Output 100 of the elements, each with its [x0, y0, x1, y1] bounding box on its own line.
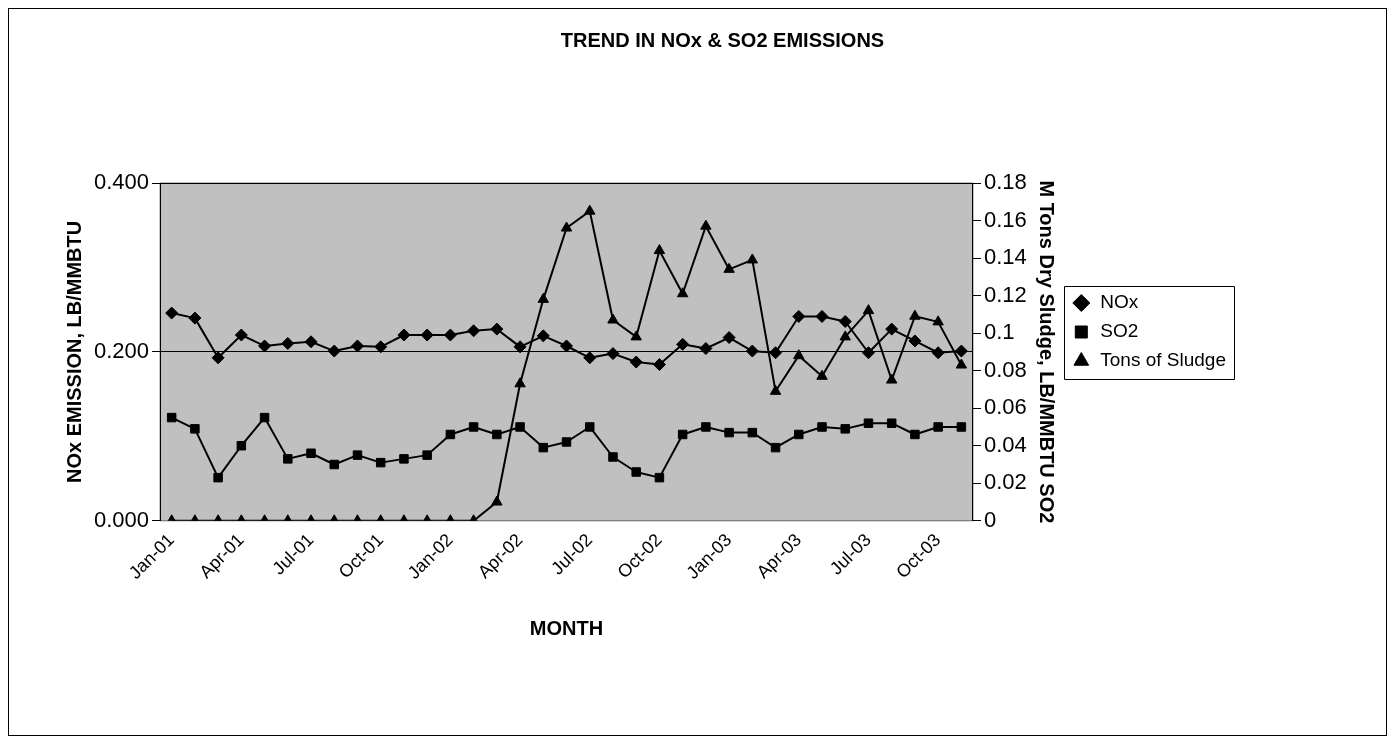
point — [234, 328, 248, 342]
point — [839, 330, 851, 341]
point — [956, 422, 967, 432]
y2-tick-label: 0.14 — [983, 244, 1027, 270]
point — [399, 454, 409, 464]
y2-tick-label: 0.12 — [983, 281, 1027, 307]
point — [560, 221, 573, 232]
point — [631, 467, 641, 477]
point — [886, 418, 897, 428]
point — [863, 418, 874, 428]
point — [793, 349, 805, 360]
point — [281, 336, 295, 350]
point — [862, 304, 875, 315]
point — [420, 328, 434, 342]
point — [536, 329, 550, 343]
point — [166, 412, 177, 423]
point — [350, 339, 364, 353]
point — [676, 287, 689, 298]
point — [515, 422, 525, 432]
point — [653, 244, 666, 255]
point — [606, 347, 620, 361]
point — [885, 322, 899, 336]
point — [211, 351, 225, 365]
y2-tick-label: 0.04 — [983, 431, 1027, 457]
point — [283, 454, 293, 464]
point — [443, 328, 457, 342]
point — [746, 253, 759, 264]
point — [954, 344, 968, 358]
y2-tick-label: 0.18 — [983, 169, 1027, 195]
point — [213, 472, 223, 483]
point — [561, 437, 572, 447]
point — [375, 457, 386, 468]
point — [861, 346, 875, 360]
point — [770, 442, 781, 453]
point — [560, 339, 574, 353]
legend-label: SO2 — [1100, 320, 1139, 342]
point — [722, 331, 736, 345]
point — [538, 442, 549, 453]
point — [304, 335, 318, 349]
point — [700, 219, 712, 230]
point — [933, 422, 943, 432]
point — [955, 358, 968, 369]
point — [514, 377, 526, 388]
point — [815, 309, 829, 323]
point — [910, 429, 920, 440]
point — [747, 427, 758, 438]
point — [259, 412, 270, 423]
point — [258, 339, 272, 353]
point — [629, 355, 643, 369]
point — [908, 334, 922, 348]
point — [838, 315, 852, 328]
point — [794, 429, 804, 440]
point — [327, 344, 341, 358]
point — [792, 309, 806, 323]
point — [165, 306, 179, 320]
y2-tick-label: 0 — [983, 506, 997, 532]
y2-tick-label: 0.16 — [983, 206, 1027, 232]
point — [745, 344, 759, 358]
y2-axis-title: M Tons Dry Sludge, LB/MMBTU SO2 — [1036, 180, 1059, 524]
point — [701, 422, 711, 432]
point — [652, 358, 666, 372]
y-tick-label: 0.200 — [93, 337, 150, 363]
point — [468, 422, 479, 432]
y2-tick-label: 0.06 — [983, 394, 1027, 420]
point — [816, 369, 828, 380]
point — [817, 422, 827, 432]
point — [585, 422, 595, 432]
point — [699, 342, 713, 356]
point — [491, 495, 503, 506]
point — [840, 424, 850, 434]
point — [537, 292, 549, 303]
point — [188, 311, 202, 325]
point — [397, 328, 411, 342]
point — [931, 346, 945, 360]
point — [630, 330, 642, 341]
point — [492, 429, 502, 440]
point — [769, 346, 783, 360]
point — [445, 429, 456, 440]
y2-tick-label: 0.08 — [983, 356, 1027, 382]
point — [374, 340, 388, 354]
point — [583, 351, 597, 365]
point — [490, 322, 504, 336]
point — [352, 450, 363, 460]
chart-title: TREND IN NOx & SO2 EMISSIONS — [560, 28, 885, 51]
point — [513, 340, 527, 354]
point — [467, 324, 481, 338]
y-tick-label: 0.400 — [93, 169, 150, 195]
point — [422, 450, 432, 460]
point — [236, 441, 247, 451]
x-axis-title: MONTH — [529, 616, 604, 639]
point — [306, 448, 316, 458]
y2-tick-label: 0.1 — [983, 319, 1015, 345]
y-tick-label: 0.000 — [93, 506, 150, 532]
point — [329, 459, 339, 470]
legend-label: Tons of Sludge — [1100, 349, 1226, 371]
point — [723, 262, 735, 273]
point — [190, 424, 200, 434]
legend-label: NOx — [1100, 291, 1139, 313]
point — [769, 384, 782, 395]
point — [932, 315, 944, 326]
